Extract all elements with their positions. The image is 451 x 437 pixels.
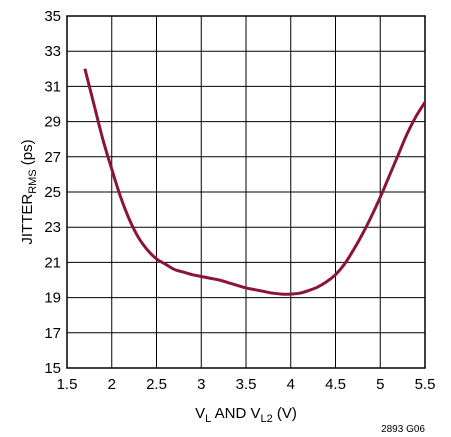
jitter-series-line <box>83 68 427 296</box>
grid-lines <box>66 15 426 369</box>
series-group <box>83 68 427 296</box>
x-tick-label: 5 <box>376 376 384 393</box>
x-tick-label: 4.5 <box>325 376 346 393</box>
figure-code: 2893 G06 <box>381 424 425 435</box>
x-axis-label: VL AND VL2 (V) <box>195 405 297 425</box>
y-tick-labels: 15 17 19 21 23 25 27 29 31 33 35 <box>44 8 61 377</box>
x-tick-label: 2.5 <box>146 376 167 393</box>
plot-frame <box>66 15 426 369</box>
y-tick-label: 31 <box>44 78 61 95</box>
x-tick-label: 5.5 <box>415 376 436 393</box>
x-tick-labels: 1.5 2 2.5 3 3.5 4 4.5 5 5.5 <box>57 376 436 393</box>
y-tick-label: 15 <box>44 360 61 377</box>
y-tick-label: 35 <box>44 8 61 25</box>
x-tick-label: 3 <box>197 376 205 393</box>
y-tick-label: 27 <box>44 149 61 166</box>
y-tick-label: 33 <box>44 43 61 60</box>
y-axis-label: JITTERRMS (ps) <box>19 139 39 244</box>
y-tick-label: 21 <box>44 254 61 271</box>
y-tick-label: 23 <box>44 219 61 236</box>
x-tick-label: 4 <box>287 376 295 393</box>
x-tick-label: 1.5 <box>57 376 78 393</box>
x-tick-label: 2 <box>108 376 116 393</box>
y-tick-label: 17 <box>44 325 61 342</box>
y-tick-label: 29 <box>44 114 61 131</box>
y-tick-label: 19 <box>44 290 61 307</box>
y-tick-label: 25 <box>44 184 61 201</box>
x-tick-label: 3.5 <box>236 376 257 393</box>
